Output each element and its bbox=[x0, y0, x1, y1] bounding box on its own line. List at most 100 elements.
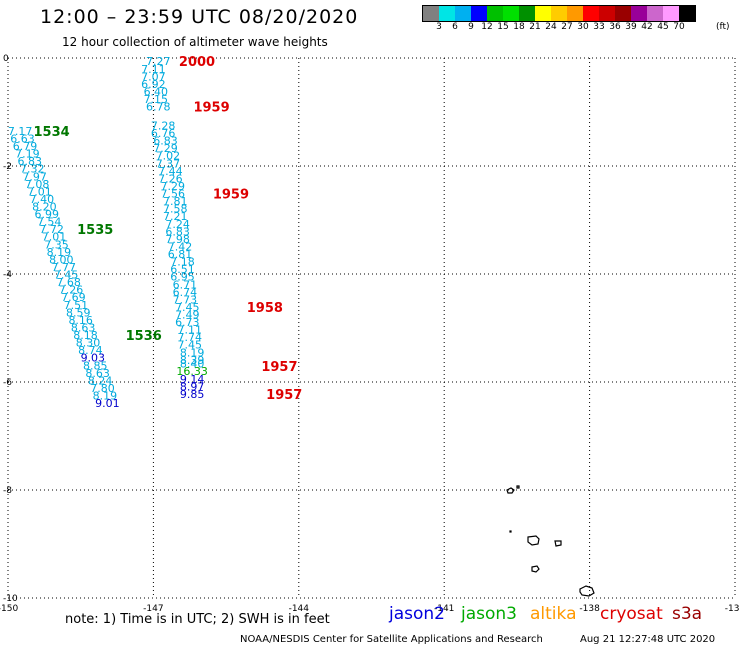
wave-height-value: 8.40 bbox=[180, 358, 205, 371]
wave-height-value: 8.30 bbox=[76, 337, 101, 350]
island-outline bbox=[531, 565, 540, 573]
wave-height-value: 7.45 bbox=[178, 339, 203, 352]
color-scale-label: 3 bbox=[436, 22, 442, 32]
color-swatch bbox=[487, 6, 503, 21]
page-title: 12:00 – 23:59 UTC 08/20/2020 bbox=[40, 6, 359, 28]
wave-height-value: 7.26 bbox=[59, 284, 84, 297]
color-scale-label: 39 bbox=[625, 22, 637, 32]
color-scale-label: 27 bbox=[561, 22, 573, 32]
color-swatch bbox=[519, 6, 535, 21]
wave-height-value: 7.07 bbox=[141, 70, 166, 83]
wave-height-value: 7.49 bbox=[175, 309, 200, 322]
wave-height-value: 8.16 bbox=[68, 314, 93, 327]
color-scale-label: 45 bbox=[657, 22, 669, 32]
latitude-tick-label: -2 bbox=[3, 162, 12, 172]
island-outline bbox=[554, 540, 562, 547]
wave-height-value: 6.71 bbox=[173, 278, 198, 291]
color-scale-label: 12 bbox=[481, 22, 493, 32]
wave-height-value: 8.74 bbox=[78, 344, 103, 357]
wave-height-value: 7.80 bbox=[90, 382, 115, 395]
wave-height-value: 6.83 bbox=[18, 155, 43, 168]
color-scale-bar bbox=[422, 5, 696, 22]
color-swatch bbox=[535, 6, 551, 21]
wave-height-value: 7.35 bbox=[44, 238, 69, 251]
wave-height-value: 6.73 bbox=[175, 316, 200, 329]
longitude-tick-label: -144 bbox=[289, 604, 310, 614]
color-swatch bbox=[679, 6, 695, 21]
color-swatch bbox=[455, 6, 471, 21]
wave-height-value: 7.98 bbox=[165, 233, 190, 246]
wave-height-value: 8.24 bbox=[88, 374, 113, 387]
wave-height-value: 6.40 bbox=[144, 85, 169, 98]
color-swatch bbox=[663, 6, 679, 21]
wave-height-value: 7.01 bbox=[42, 231, 67, 244]
pass-time-label: 2000 bbox=[179, 55, 215, 70]
wave-height-value: 16.33 bbox=[176, 365, 208, 378]
wave-height-value: 6.63 bbox=[10, 132, 35, 145]
wave-height-value: 7.69 bbox=[61, 291, 86, 304]
wave-height-value: 8.85 bbox=[83, 359, 108, 372]
page-subtitle: 12 hour collection of altimeter wave hei… bbox=[62, 35, 328, 49]
wave-height-value: 8.18 bbox=[73, 329, 98, 342]
color-scale-label: 42 bbox=[641, 22, 653, 32]
island-outline bbox=[506, 487, 515, 494]
wave-height-value: 7.77 bbox=[51, 261, 76, 274]
wave-height-value: 7.32 bbox=[20, 163, 45, 176]
wave-height-value: 7.51 bbox=[64, 299, 89, 312]
color-swatch bbox=[583, 6, 599, 21]
color-swatch bbox=[647, 6, 663, 21]
pass-time-label: 1535 bbox=[77, 223, 113, 238]
pass-time-label: 1959 bbox=[193, 101, 229, 116]
wave-height-value: 6.79 bbox=[13, 140, 38, 153]
wave-height-value: 7.29 bbox=[153, 142, 178, 155]
wave-height-value: 7.56 bbox=[161, 188, 186, 201]
color-scale-label: 30 bbox=[577, 22, 589, 32]
wave-height-value: 6.81 bbox=[168, 248, 193, 261]
latitude-tick-label: 0 bbox=[3, 54, 9, 64]
wave-height-value: 6.92 bbox=[141, 78, 166, 91]
legend-item-jason3: jason3 bbox=[461, 604, 517, 624]
wave-height-value: 7.73 bbox=[173, 293, 198, 306]
island-outline bbox=[509, 530, 512, 533]
wave-height-value: 7.74 bbox=[178, 331, 203, 344]
note-text: note: 1) Time is in UTC; 2) SWH is in fe… bbox=[65, 612, 330, 627]
wave-height-value: 8.19 bbox=[180, 346, 205, 359]
color-scale-label: 21 bbox=[529, 22, 541, 32]
color-scale-label: 33 bbox=[593, 22, 605, 32]
latitude-tick-label: -4 bbox=[3, 270, 12, 280]
color-scale-label: 18 bbox=[513, 22, 525, 32]
color-swatch bbox=[503, 6, 519, 21]
wave-height-value: 8.59 bbox=[66, 306, 91, 319]
wave-height-value: 7.27 bbox=[146, 55, 171, 68]
island-outline bbox=[527, 535, 540, 546]
color-swatch bbox=[631, 6, 647, 21]
color-swatch bbox=[567, 6, 583, 21]
pass-time-label: 1959 bbox=[213, 188, 249, 203]
color-swatch bbox=[423, 6, 439, 21]
wave-height-value: 7.11 bbox=[141, 63, 166, 76]
wave-height-value: 7.18 bbox=[170, 256, 195, 269]
wave-height-value: 7.26 bbox=[158, 172, 183, 185]
pass-time-label: 1958 bbox=[247, 301, 283, 316]
color-swatch bbox=[551, 6, 567, 21]
wave-height-value: 7.40 bbox=[30, 193, 55, 206]
wave-height-value: 8.63 bbox=[85, 367, 110, 380]
latitude-tick-label: -8 bbox=[3, 486, 12, 496]
wave-height-value: 6.78 bbox=[146, 101, 171, 114]
pass-time-label: 1534 bbox=[34, 125, 70, 140]
wave-height-value: 6.76 bbox=[151, 127, 176, 140]
wave-height-value: 8.19 bbox=[93, 390, 118, 403]
wave-height-value: 7.01 bbox=[27, 185, 52, 198]
wave-height-value: 9.85 bbox=[180, 388, 205, 401]
wave-height-value: 8.19 bbox=[47, 246, 72, 259]
legend-item-jason2: jason2 bbox=[389, 604, 445, 624]
color-swatch bbox=[471, 6, 487, 21]
pass-time-label: 1536 bbox=[126, 329, 162, 344]
color-scale-label: 9 bbox=[468, 22, 474, 32]
wave-height-value: 7.45 bbox=[54, 269, 79, 282]
color-scale-label: 70 bbox=[673, 22, 685, 32]
wave-height-value: 9.03 bbox=[81, 352, 106, 365]
wave-height-value: 7.02 bbox=[156, 150, 181, 163]
legend-item-altika: altika bbox=[530, 604, 577, 624]
color-scale-label: 24 bbox=[545, 22, 557, 32]
